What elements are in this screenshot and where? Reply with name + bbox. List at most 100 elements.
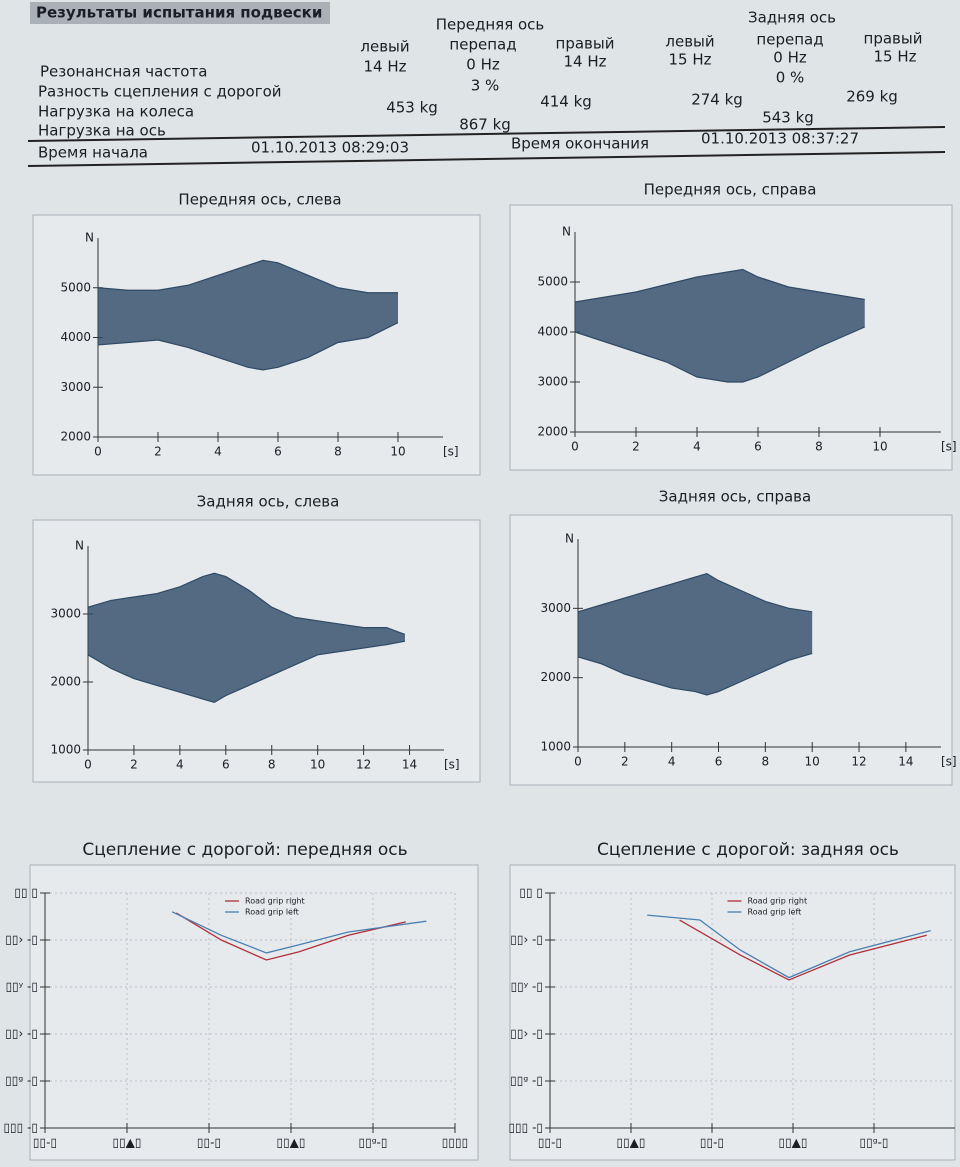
signal-band	[575, 269, 865, 382]
cell: 3 %	[471, 77, 500, 95]
x-axis-label: [s]	[443, 445, 459, 459]
legend-label: Road grip left	[748, 908, 802, 917]
x-tick-label: 0	[94, 445, 102, 459]
y-tick-label: 5000	[537, 275, 568, 289]
y-tick-label: 2000	[537, 425, 568, 439]
chart: Задняя ось, слева 1000 2000 3000 0 2 4 6 8 10 12 14…	[32, 493, 481, 783]
x-axis-label: [s]	[941, 755, 957, 769]
chart: Передняя ось, слева 2000 3000 4000 5000 0 2 4 6 8…	[32, 191, 481, 476]
y-tick-label: 2000	[50, 675, 81, 689]
y-axis-label: N	[562, 225, 571, 239]
y-tick-label: 2000	[60, 430, 91, 444]
row-label: Нагрузка на колеса	[38, 103, 194, 121]
cell: 14 Hz	[363, 58, 406, 76]
signal-envelope	[87, 640, 406, 704]
column-header: перепад	[756, 31, 823, 49]
signal-envelope	[87, 572, 406, 635]
grip-line	[175, 912, 406, 961]
cell: 15 Hz	[873, 48, 916, 66]
column-header: левый	[360, 38, 409, 56]
x-tick-label: 0	[84, 758, 92, 772]
end-label: Время окончания	[511, 135, 649, 153]
end-time: 01.10.2013 08:37:27	[701, 130, 859, 148]
y-tick-label: ▯▯ᵍ -▯	[510, 1074, 543, 1088]
x-tick-label: 12	[851, 755, 866, 769]
y-tick-label: 5000	[60, 280, 91, 294]
y-tick-label: ▯▯ ▯	[519, 886, 543, 900]
signal-envelope	[577, 652, 813, 696]
rule	[27, 151, 946, 167]
signal-band	[578, 573, 813, 695]
x-tick-label: 10	[390, 445, 405, 459]
legend-label: Road grip left	[245, 908, 299, 917]
cell: 0 Hz	[466, 56, 500, 74]
summary: Результаты испытания подвески Передняя о…	[27, 4, 946, 167]
x-tick-label: 0	[571, 440, 579, 454]
chart: Сцепление с дорогой: задняя ось ▯▯ ▯ ▯▯› -…	[508, 840, 956, 1161]
rule	[27, 126, 946, 142]
y-tick-label: 4000	[60, 330, 91, 344]
cell: 15 Hz	[668, 51, 711, 69]
x-tick-label: ▯▯ᵍ-▯	[358, 1136, 387, 1150]
y-tick-label: 2000	[540, 670, 571, 684]
legend-label: Road grip right	[245, 897, 305, 906]
column-header: правый	[864, 30, 923, 48]
signal-envelope	[574, 268, 865, 303]
x-tick-label: ▯▯-▯	[33, 1136, 57, 1150]
x-tick-label: 0	[574, 755, 582, 769]
y-axis-label: N	[75, 539, 84, 553]
chart-frame	[509, 864, 956, 1161]
row-label: Нагрузка на ось	[38, 122, 166, 140]
start-time: 01.10.2013 08:29:03	[251, 139, 409, 157]
x-tick-label: ▯▯-▯	[700, 1136, 724, 1150]
cell: 269 kg	[846, 88, 898, 106]
cell: 14 Hz	[563, 53, 606, 71]
legend-label: Road grip right	[748, 897, 808, 906]
grip-line	[679, 919, 927, 981]
x-tick-label: 2	[632, 440, 640, 454]
x-tick-label: 6	[274, 445, 282, 459]
y-tick-label: 1000	[50, 743, 81, 757]
chart: Сцепление с дорогой: передняя ось ▯▯ ▯ ▯▯›…	[3, 840, 479, 1161]
y-tick-label: ▯▯› -▯	[510, 1027, 543, 1041]
x-tick-label: 10	[872, 440, 887, 454]
x-tick-label: 4	[214, 445, 222, 459]
y-tick-label: 3000	[60, 380, 91, 394]
chart-title: Сцепление с дорогой: задняя ось	[597, 840, 899, 860]
y-axis-label: N	[565, 532, 574, 546]
x-tick-label: ▯▯▲▯	[112, 1136, 141, 1150]
x-tick-label: 2	[621, 755, 629, 769]
signal-band	[88, 573, 405, 703]
x-tick-label: 12	[356, 758, 371, 772]
y-tick-label: ▯▯▯ -▯	[508, 1121, 543, 1135]
y-tick-label: ▯▯▯ -▯	[3, 1121, 38, 1135]
x-tick-label: ▯▯ᵍ-▯	[859, 1136, 888, 1150]
chart-title: Задняя ось, слева	[197, 493, 340, 511]
cell: 414 kg	[540, 93, 592, 111]
grip-line	[171, 911, 427, 954]
chart: Задняя ось, справа 1000 2000 3000 0 2 4 6 8 10 12 1…	[509, 488, 957, 786]
row-label: Разность сцепления с дорогой	[38, 83, 282, 101]
chart: Передняя ось, справа 2000 3000 4000 5000 0 2 4 6…	[509, 181, 957, 471]
x-tick-label: 14	[402, 758, 417, 772]
y-tick-label: 1000	[540, 740, 571, 754]
x-tick-label: 4	[693, 440, 701, 454]
chart-title: Передняя ось, слева	[178, 191, 341, 209]
x-tick-label: ▯▯▯▯	[442, 1136, 468, 1150]
x-tick-label: ▯▯▲▯	[276, 1136, 305, 1150]
report-title: Результаты испытания подвески	[36, 4, 322, 22]
group-header: Передняя ось	[436, 16, 545, 34]
column-header: правый	[556, 35, 615, 53]
chart-title: Задняя ось, справа	[659, 488, 811, 506]
x-tick-label: 6	[222, 758, 230, 772]
cell: 274 kg	[691, 91, 743, 109]
x-tick-label: ▯▯▲▯	[616, 1136, 645, 1150]
y-tick-label: 3000	[540, 601, 571, 615]
y-tick-label: ▯▯› -▯	[5, 1027, 38, 1041]
y-tick-label: 3000	[50, 607, 81, 621]
x-tick-label: ▯▯-▯	[538, 1136, 562, 1150]
group-header: Задняя ось	[748, 9, 836, 27]
column-header: перепад	[449, 36, 516, 54]
